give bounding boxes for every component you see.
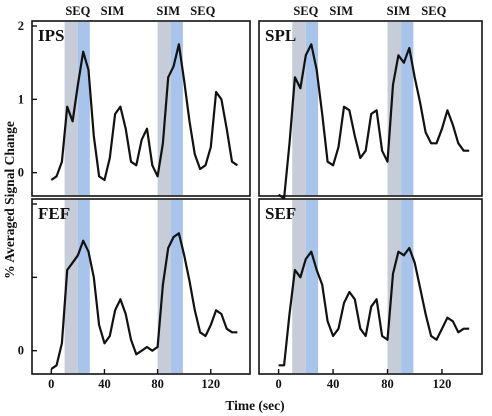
band-label: SEQ — [421, 4, 446, 18]
panel-label-spl: SPL — [265, 26, 296, 45]
x-tick-label: 0 — [275, 377, 281, 391]
shaded-band-0 — [292, 22, 306, 195]
band-label: SIM — [329, 4, 353, 18]
x-tick-label: 120 — [433, 377, 452, 391]
x-tick-label: 80 — [151, 377, 164, 391]
shaded-band-2 — [157, 200, 171, 373]
shaded-band-3 — [170, 200, 183, 373]
shaded-band-2 — [387, 22, 402, 195]
shaded-band-0 — [292, 200, 306, 373]
band-label: SEQ — [293, 4, 318, 18]
panel-label-fef: FEF — [38, 204, 70, 223]
y-tick-label: 0 — [18, 166, 24, 180]
panel-frame — [258, 20, 483, 197]
shaded-band-1 — [77, 200, 90, 373]
panel-label-sef: SEF — [265, 204, 296, 223]
x-tick-label: 120 — [201, 377, 220, 391]
x-tick-label: 80 — [381, 377, 394, 391]
shaded-band-0 — [64, 22, 78, 195]
shaded-band-1 — [305, 200, 319, 373]
panel-frame — [31, 20, 251, 197]
panel-fef: FEF 0 0 40 80 120 — [18, 198, 251, 391]
x-tick-label: 40 — [327, 377, 340, 391]
x-tick-label: 40 — [98, 377, 111, 391]
y-tick-label: 2 — [18, 19, 24, 33]
band-label: SIM — [387, 4, 411, 18]
y-axis-title: % Averaged Signal Change — [2, 121, 17, 279]
shaded-band-0 — [64, 200, 78, 373]
panel-label-ips: IPS — [38, 26, 64, 45]
panel-frame — [31, 198, 251, 375]
shaded-band-2 — [387, 200, 402, 373]
series-line-ips — [50, 43, 239, 182]
band-label: SIM — [101, 4, 125, 18]
shaded-band-1 — [77, 22, 90, 195]
series-line-sef — [278, 246, 470, 367]
panel-spl: SPL SEQ SIM SIM SEQ — [258, 4, 483, 200]
band-label: SIM — [156, 4, 180, 18]
y-tick-label: 0 — [18, 344, 24, 358]
panel-sef: SEF 0 40 80 120 — [258, 198, 483, 391]
series-line-spl — [277, 43, 470, 200]
shaded-band-3 — [401, 22, 414, 195]
x-axis-title: Time (sec) — [225, 398, 284, 413]
shaded-band-3 — [170, 22, 183, 195]
panel-ips: IPS 0 1 2 SEQ SIM SIM SEQ — [18, 4, 251, 197]
series-line-fef — [50, 232, 238, 370]
y-tick-label: 1 — [18, 92, 24, 106]
band-label: SEQ — [65, 4, 90, 18]
panel-frame — [258, 198, 483, 375]
band-label: SEQ — [190, 4, 215, 18]
shaded-band-3 — [401, 200, 414, 373]
x-tick-label: 0 — [48, 377, 54, 391]
